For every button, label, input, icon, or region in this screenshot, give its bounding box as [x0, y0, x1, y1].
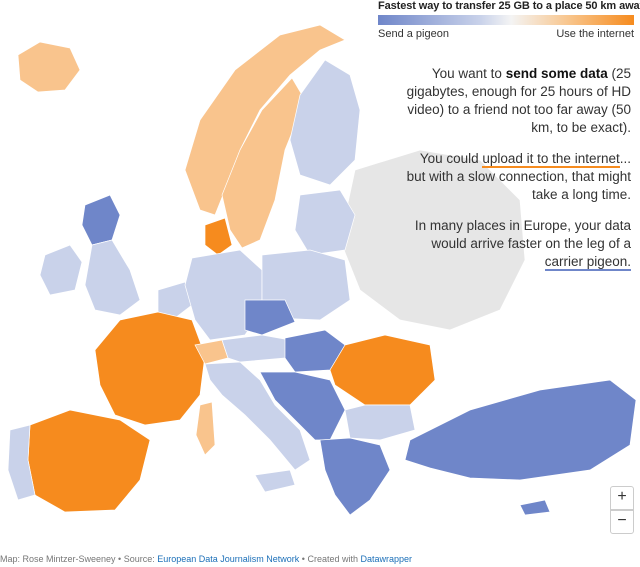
- legend: Fastest way to transfer 25 GB to a place…: [378, 0, 640, 40]
- legend-left-label: Send a pigeon: [378, 28, 449, 40]
- region-finland[interactable]: [289, 59, 361, 186]
- source-link[interactable]: European Data Journalism Network: [157, 554, 300, 564]
- p1-text-b: (25 gigabytes, enough for 25 hours of HD…: [406, 66, 631, 135]
- region-italy[interactable]: [204, 361, 311, 471]
- paragraph-1: You want to send some data (25 gigabytes…: [401, 65, 631, 137]
- datawrapper-link[interactable]: Datawrapper: [360, 554, 413, 564]
- p1-text-a: You want to: [431, 66, 506, 81]
- region-sicily[interactable]: [254, 469, 296, 493]
- legend-right-label: Use the internet: [556, 28, 634, 40]
- region-germany[interactable]: [184, 249, 263, 341]
- region-ireland[interactable]: [39, 244, 83, 296]
- zoom-out-button[interactable]: −: [610, 510, 634, 534]
- region-czechia[interactable]: [244, 299, 296, 336]
- paragraph-2: You could upload it to the internet... b…: [401, 150, 631, 204]
- region-romania[interactable]: [329, 334, 436, 406]
- p2-text-b: ... but with a slow connection, that mig…: [406, 151, 631, 202]
- region-denmark[interactable]: [204, 217, 233, 256]
- region-portugal[interactable]: [7, 424, 36, 501]
- upload-internet-highlight: upload it to the internet: [482, 151, 620, 168]
- region-bulgaria[interactable]: [344, 404, 416, 441]
- footer-map-by: Map: Rose Mintzer-Sweeney • Source:: [0, 554, 158, 564]
- region-cyprus[interactable]: [519, 499, 551, 516]
- region-benelux[interactable]: [157, 281, 193, 319]
- region-scotland[interactable]: [81, 194, 121, 246]
- story-text: You want to send some data (25 gigabytes…: [401, 65, 631, 284]
- legend-title: Fastest way to transfer 25 GB to a place…: [378, 0, 640, 12]
- region-turkey[interactable]: [404, 379, 637, 481]
- p2-text-a: You could: [419, 151, 483, 166]
- europe-map[interactable]: [0, 0, 640, 550]
- region-corsica-sardinia[interactable]: [195, 401, 216, 456]
- legend-labels: Send a pigeon Use the internet: [378, 28, 634, 40]
- region-baltics[interactable]: [294, 189, 356, 256]
- region-austria[interactable]: [221, 334, 291, 363]
- region-greece[interactable]: [319, 437, 391, 516]
- zoom-in-button[interactable]: +: [610, 486, 634, 510]
- footer-credits: Map: Rose Mintzer-Sweeney • Source: Euro…: [0, 554, 412, 564]
- p1-bold: send some data: [505, 66, 608, 81]
- region-iceland[interactable]: [17, 41, 81, 93]
- map-svg[interactable]: [0, 0, 640, 550]
- region-france[interactable]: [94, 311, 206, 426]
- region-spain[interactable]: [27, 409, 151, 513]
- carrier-pigeon-highlight: carrier pigeon.: [544, 254, 631, 271]
- footer-created: • Created with: [299, 554, 361, 564]
- p3-text-a: In many places in Europe, your data woul…: [414, 218, 631, 251]
- legend-color-bar: [378, 15, 634, 25]
- region-belarus-ukraine[interactable]: [339, 149, 526, 331]
- paragraph-3: In many places in Europe, your data woul…: [401, 217, 631, 271]
- region-great-britain[interactable]: [84, 239, 141, 316]
